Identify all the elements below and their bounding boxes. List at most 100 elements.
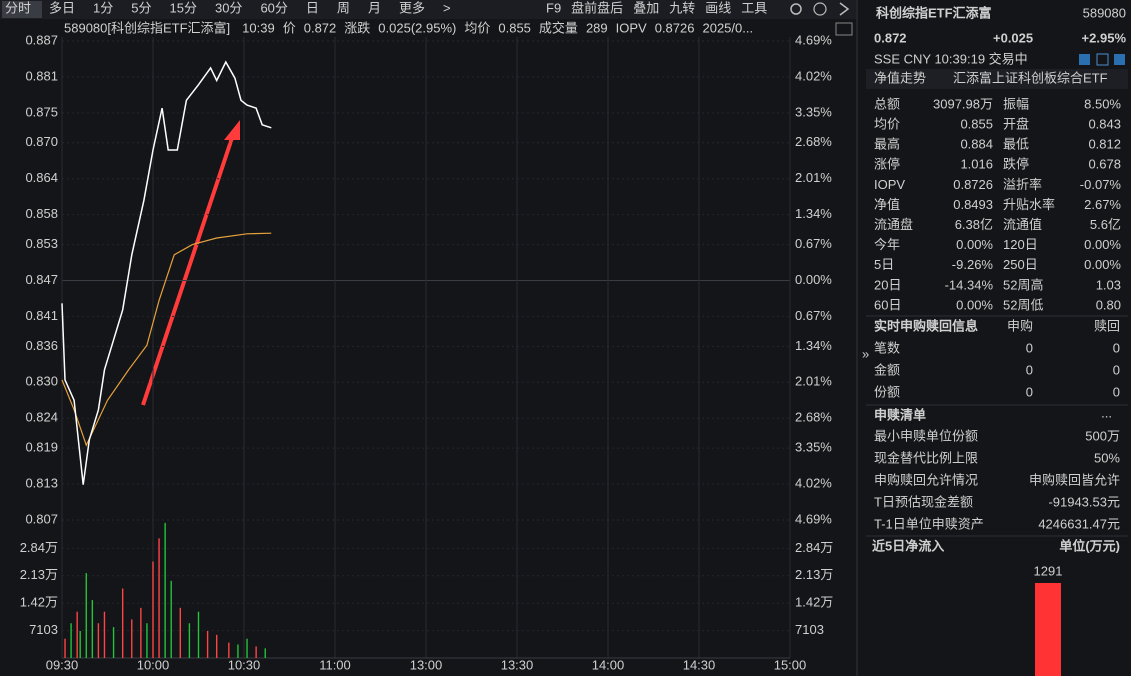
stat-value: 0.80 <box>1096 297 1121 312</box>
fund-title: 科创综指ETF汇添富 <box>876 5 992 20</box>
realtime-value: 0 <box>1026 384 1033 399</box>
pct-label: 2.68% <box>795 134 832 149</box>
pct-label: 3.35% <box>795 104 832 119</box>
volume-tick-label-right: 2.84万 <box>795 540 833 555</box>
nav-bar <box>866 69 1128 89</box>
toolbar-tool[interactable]: F9 <box>546 0 561 15</box>
toolbar-tab[interactable]: > <box>443 0 451 15</box>
y-tick-label: 0.847 <box>25 272 58 287</box>
x-tick-label: 10:00 <box>137 657 170 672</box>
info-item: 2025/0... <box>702 20 753 35</box>
info-item: 0.855 <box>498 20 531 35</box>
inflow-label: 1291 <box>1034 563 1063 578</box>
realtime-label: 笔数 <box>874 340 900 355</box>
stat-value: 1.016 <box>960 157 993 172</box>
toolbar-tool[interactable]: 叠加 <box>633 0 659 15</box>
info-item: 589080[科创综指ETF汇添富] <box>64 20 230 35</box>
toolbar-tab[interactable]: 60分 <box>260 0 287 15</box>
stat-value: -14.34% <box>945 277 994 292</box>
stat-label: 52周低 <box>1003 297 1043 312</box>
stat-value: 6.38亿 <box>955 217 993 232</box>
unit-label: 单位(万元) <box>1059 538 1120 553</box>
stat-value: 0.855 <box>960 117 993 132</box>
info-item: IOPV <box>616 20 647 35</box>
toolbar-tool[interactable]: 工具 <box>741 0 767 15</box>
panel-icon[interactable] <box>1079 54 1090 65</box>
pct-label: 4.69% <box>795 32 832 47</box>
info-item: 涨跌 <box>344 20 370 35</box>
average-line <box>61 232 272 447</box>
section-title: 近5日净流入 <box>872 538 944 553</box>
section-title: 实时申购赎回信息 <box>874 318 978 333</box>
volume-tick-label: 7103 <box>29 622 58 637</box>
info-item: 289 <box>586 20 608 35</box>
realtime-value: 0 <box>1026 340 1033 355</box>
toolbar-tab[interactable]: 1分 <box>93 0 113 15</box>
toolbar-tab[interactable]: 多日 <box>49 0 75 15</box>
pct-label: 2.01% <box>795 374 832 389</box>
list-value: 50% <box>1094 450 1120 465</box>
realtime-value: 0 <box>1113 384 1120 399</box>
stat-label: 跌停 <box>1003 157 1029 172</box>
y-tick-label: 0.875 <box>25 104 58 119</box>
stat-value: 0.00% <box>1084 257 1121 272</box>
column-header: 申购 <box>1007 318 1033 333</box>
stat-label: 振幅 <box>1003 96 1029 111</box>
volume-tick-label: 2.13万 <box>20 567 58 582</box>
toolbar-tab[interactable]: 5分 <box>131 0 151 15</box>
market-status: SSE CNY 10:39:19 交易中 <box>874 51 1028 66</box>
stat-label: 最高 <box>874 137 900 152</box>
toolbar-icons[interactable] <box>790 2 850 16</box>
realtime-label: 金额 <box>874 362 900 377</box>
pct-label: 4.02% <box>795 476 832 491</box>
stat-value: 1.03 <box>1096 277 1121 292</box>
stat-label: 250日 <box>1003 257 1038 272</box>
volume-tick-label: 2.84万 <box>20 540 58 555</box>
toolbar-tool[interactable]: 九转 <box>669 0 695 15</box>
toolbar-tool[interactable]: 盘前盘后 <box>571 0 623 15</box>
arrow-shaft <box>141 134 235 406</box>
pct-label: 1.34% <box>795 338 832 353</box>
panel-icon[interactable] <box>1096 53 1109 66</box>
y-tick-label: 0.864 <box>25 170 58 185</box>
toolbar-tab[interactable]: 30分 <box>215 0 242 15</box>
panel-icon[interactable] <box>1114 54 1125 65</box>
price-change-pct: +2.95% <box>1082 30 1127 45</box>
toolbar-tab[interactable]: 日 <box>306 0 319 15</box>
stat-value: 3097.98万 <box>933 96 993 111</box>
stat-value: 0.884 <box>960 137 993 152</box>
realtime-value: 0 <box>1113 340 1120 355</box>
stat-label: 开盘 <box>1003 117 1029 132</box>
panel-icons[interactable] <box>1079 53 1125 66</box>
volume-tick-label: 1.42万 <box>20 595 58 610</box>
y-tick-label: 0.870 <box>25 134 58 149</box>
toolbar-tab[interactable]: 月 <box>368 0 381 15</box>
settings-icon[interactable] <box>790 3 802 15</box>
collapse-glyph[interactable]: » <box>862 346 869 361</box>
stat-label: 120日 <box>1003 237 1038 252</box>
pct-label: 4.02% <box>795 68 832 83</box>
nav-tab[interactable]: 净值走势 <box>874 70 926 85</box>
stat-value: 0.00% <box>1084 237 1121 252</box>
toolbar-tab[interactable]: 更多 <box>399 0 425 15</box>
stat-label: 涨停 <box>874 157 900 172</box>
pct-label: 4.69% <box>795 511 832 526</box>
toolbar-tab[interactable]: 15分 <box>170 0 197 15</box>
x-tick-label: 10:30 <box>228 657 261 672</box>
toolbar-tab[interactable]: 周 <box>337 0 350 15</box>
toolbar-tool[interactable]: 画线 <box>705 0 731 15</box>
expand-icon[interactable] <box>839 2 850 16</box>
y-tick-label: 0.887 <box>25 32 58 47</box>
info-item: 0.872 <box>304 20 337 35</box>
y-tick-label: 0.858 <box>25 206 58 221</box>
help-icon[interactable] <box>813 2 827 16</box>
list-label: 申购赎回允许情况 <box>874 472 978 487</box>
pct-label: 0.00% <box>795 272 832 287</box>
x-tick-label: 13:00 <box>410 657 443 672</box>
stat-value: 0.812 <box>1088 137 1121 152</box>
toolbar-tab[interactable]: 分时 <box>5 0 31 15</box>
more-button[interactable]: ... <box>1101 405 1112 420</box>
stat-value: 0.843 <box>1088 117 1121 132</box>
y-tick-label: 0.824 <box>25 410 58 425</box>
x-tick-label: 14:00 <box>592 657 625 672</box>
